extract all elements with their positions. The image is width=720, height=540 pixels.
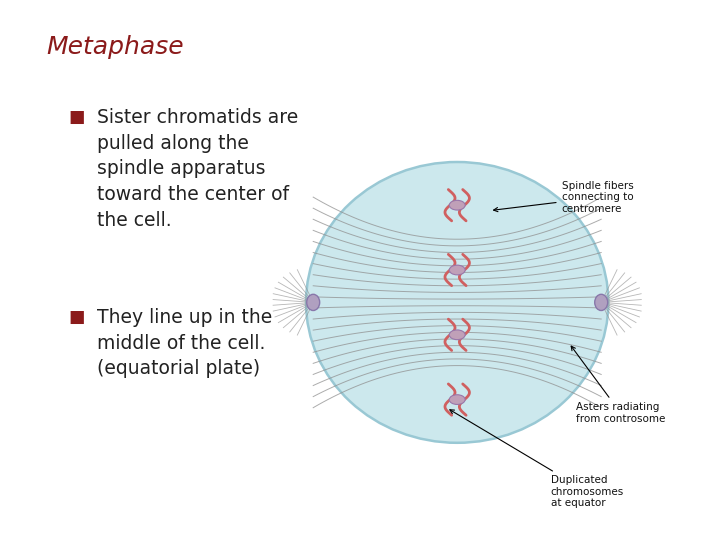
Text: Spindle fibers
connecting to
centromere: Spindle fibers connecting to centromere — [494, 181, 634, 214]
Ellipse shape — [449, 200, 465, 210]
Text: Sister chromatids are
pulled along the
spindle apparatus
toward the center of
th: Sister chromatids are pulled along the s… — [97, 108, 299, 230]
Ellipse shape — [306, 162, 608, 443]
Ellipse shape — [449, 330, 465, 340]
Ellipse shape — [307, 294, 320, 310]
Ellipse shape — [449, 395, 465, 404]
Ellipse shape — [595, 294, 608, 310]
Text: Duplicated
chromosomes
at equator: Duplicated chromosomes at equator — [450, 410, 624, 508]
Text: Asters radiating
from controsome: Asters radiating from controsome — [571, 346, 665, 424]
Text: Metaphase: Metaphase — [47, 35, 184, 59]
Text: ■: ■ — [68, 308, 85, 326]
Text: ■: ■ — [68, 108, 85, 126]
Ellipse shape — [449, 265, 465, 275]
Text: They line up in the
middle of the cell.
(equatorial plate): They line up in the middle of the cell. … — [97, 308, 272, 379]
